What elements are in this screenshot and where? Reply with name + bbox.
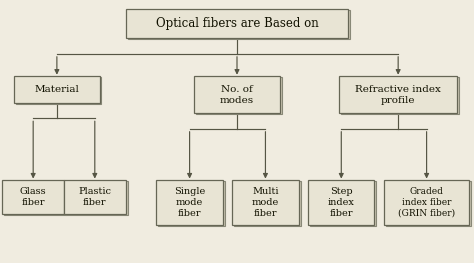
Text: Plastic
fiber: Plastic fiber [78, 187, 111, 207]
FancyBboxPatch shape [158, 181, 225, 226]
FancyBboxPatch shape [128, 10, 350, 39]
FancyBboxPatch shape [14, 76, 100, 103]
Text: Multi
mode
fiber: Multi mode fiber [252, 187, 279, 218]
FancyBboxPatch shape [64, 180, 126, 214]
Text: Single
mode
fiber: Single mode fiber [174, 187, 205, 218]
Text: Material: Material [35, 85, 79, 94]
FancyBboxPatch shape [308, 180, 374, 225]
Text: No. of
modes: No. of modes [220, 85, 254, 105]
FancyBboxPatch shape [126, 9, 348, 38]
Text: Glass
fiber: Glass fiber [20, 187, 46, 207]
FancyBboxPatch shape [232, 180, 299, 225]
FancyBboxPatch shape [384, 180, 469, 225]
FancyBboxPatch shape [234, 181, 301, 226]
Text: Optical fibers are Based on: Optical fibers are Based on [155, 17, 319, 30]
Text: Graded
index fiber
(GRIN fiber): Graded index fiber (GRIN fiber) [398, 187, 455, 218]
FancyBboxPatch shape [4, 181, 66, 215]
FancyBboxPatch shape [194, 76, 280, 113]
FancyBboxPatch shape [310, 181, 376, 226]
FancyBboxPatch shape [2, 180, 64, 214]
FancyBboxPatch shape [66, 181, 128, 215]
Text: Refractive index
profile: Refractive index profile [355, 85, 441, 105]
FancyBboxPatch shape [196, 77, 282, 114]
FancyBboxPatch shape [339, 76, 457, 113]
FancyBboxPatch shape [156, 180, 223, 225]
FancyBboxPatch shape [16, 77, 101, 104]
FancyBboxPatch shape [341, 77, 459, 114]
FancyBboxPatch shape [386, 181, 471, 226]
Text: Step
index
fiber: Step index fiber [328, 187, 355, 218]
